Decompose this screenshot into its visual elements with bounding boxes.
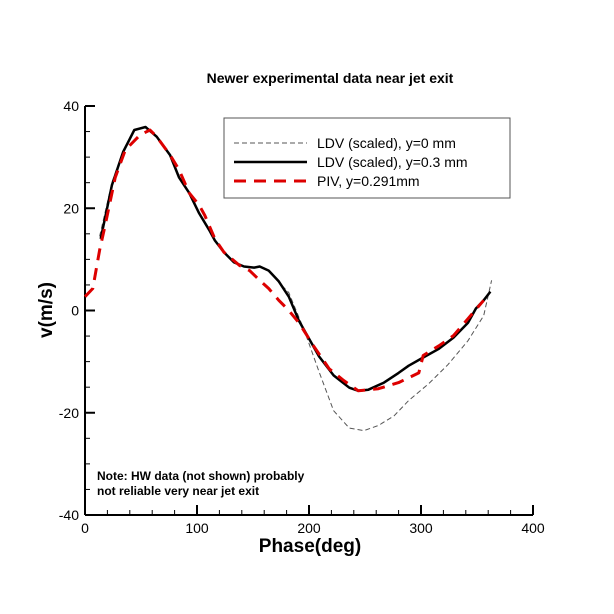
note-line-2: not reliable very near jet exit xyxy=(97,484,259,498)
y-tick-label: -20 xyxy=(59,405,79,421)
y-tick-label: 20 xyxy=(63,200,79,216)
y-tick-label: -40 xyxy=(59,507,79,523)
x-tick-label: 100 xyxy=(185,520,209,536)
chart-title: Newer experimental data near jet exit xyxy=(207,70,454,86)
y-tick-label: 40 xyxy=(63,98,79,114)
x-tick-label: 400 xyxy=(521,520,545,536)
series-group xyxy=(83,125,493,432)
y-tick-label: 0 xyxy=(71,303,79,319)
x-tick-label: 0 xyxy=(81,520,89,536)
series-line-2 xyxy=(83,128,485,393)
y-axis-label: v(m/s) xyxy=(36,282,57,338)
legend-label-piv: PIV, y=0.291mm xyxy=(317,173,420,189)
legend: LDV (scaled), y=0 mm LDV (scaled), y=0.3… xyxy=(223,117,511,199)
x-tick-label: 300 xyxy=(409,520,433,536)
legend-label-ldv-y03: LDV (scaled), y=0.3 mm xyxy=(317,154,468,170)
x-tick-label: 200 xyxy=(297,520,321,536)
legend-box xyxy=(223,117,511,199)
x-axis-label: Phase(deg) xyxy=(259,536,361,557)
note-line-1: Note: HW data (not shown) probably xyxy=(97,469,305,483)
legend-label-ldv-y0: LDV (scaled), y=0 mm xyxy=(317,135,456,151)
axes: 0 100 200 300 400 -40 -20 0 20 40 xyxy=(59,98,545,536)
